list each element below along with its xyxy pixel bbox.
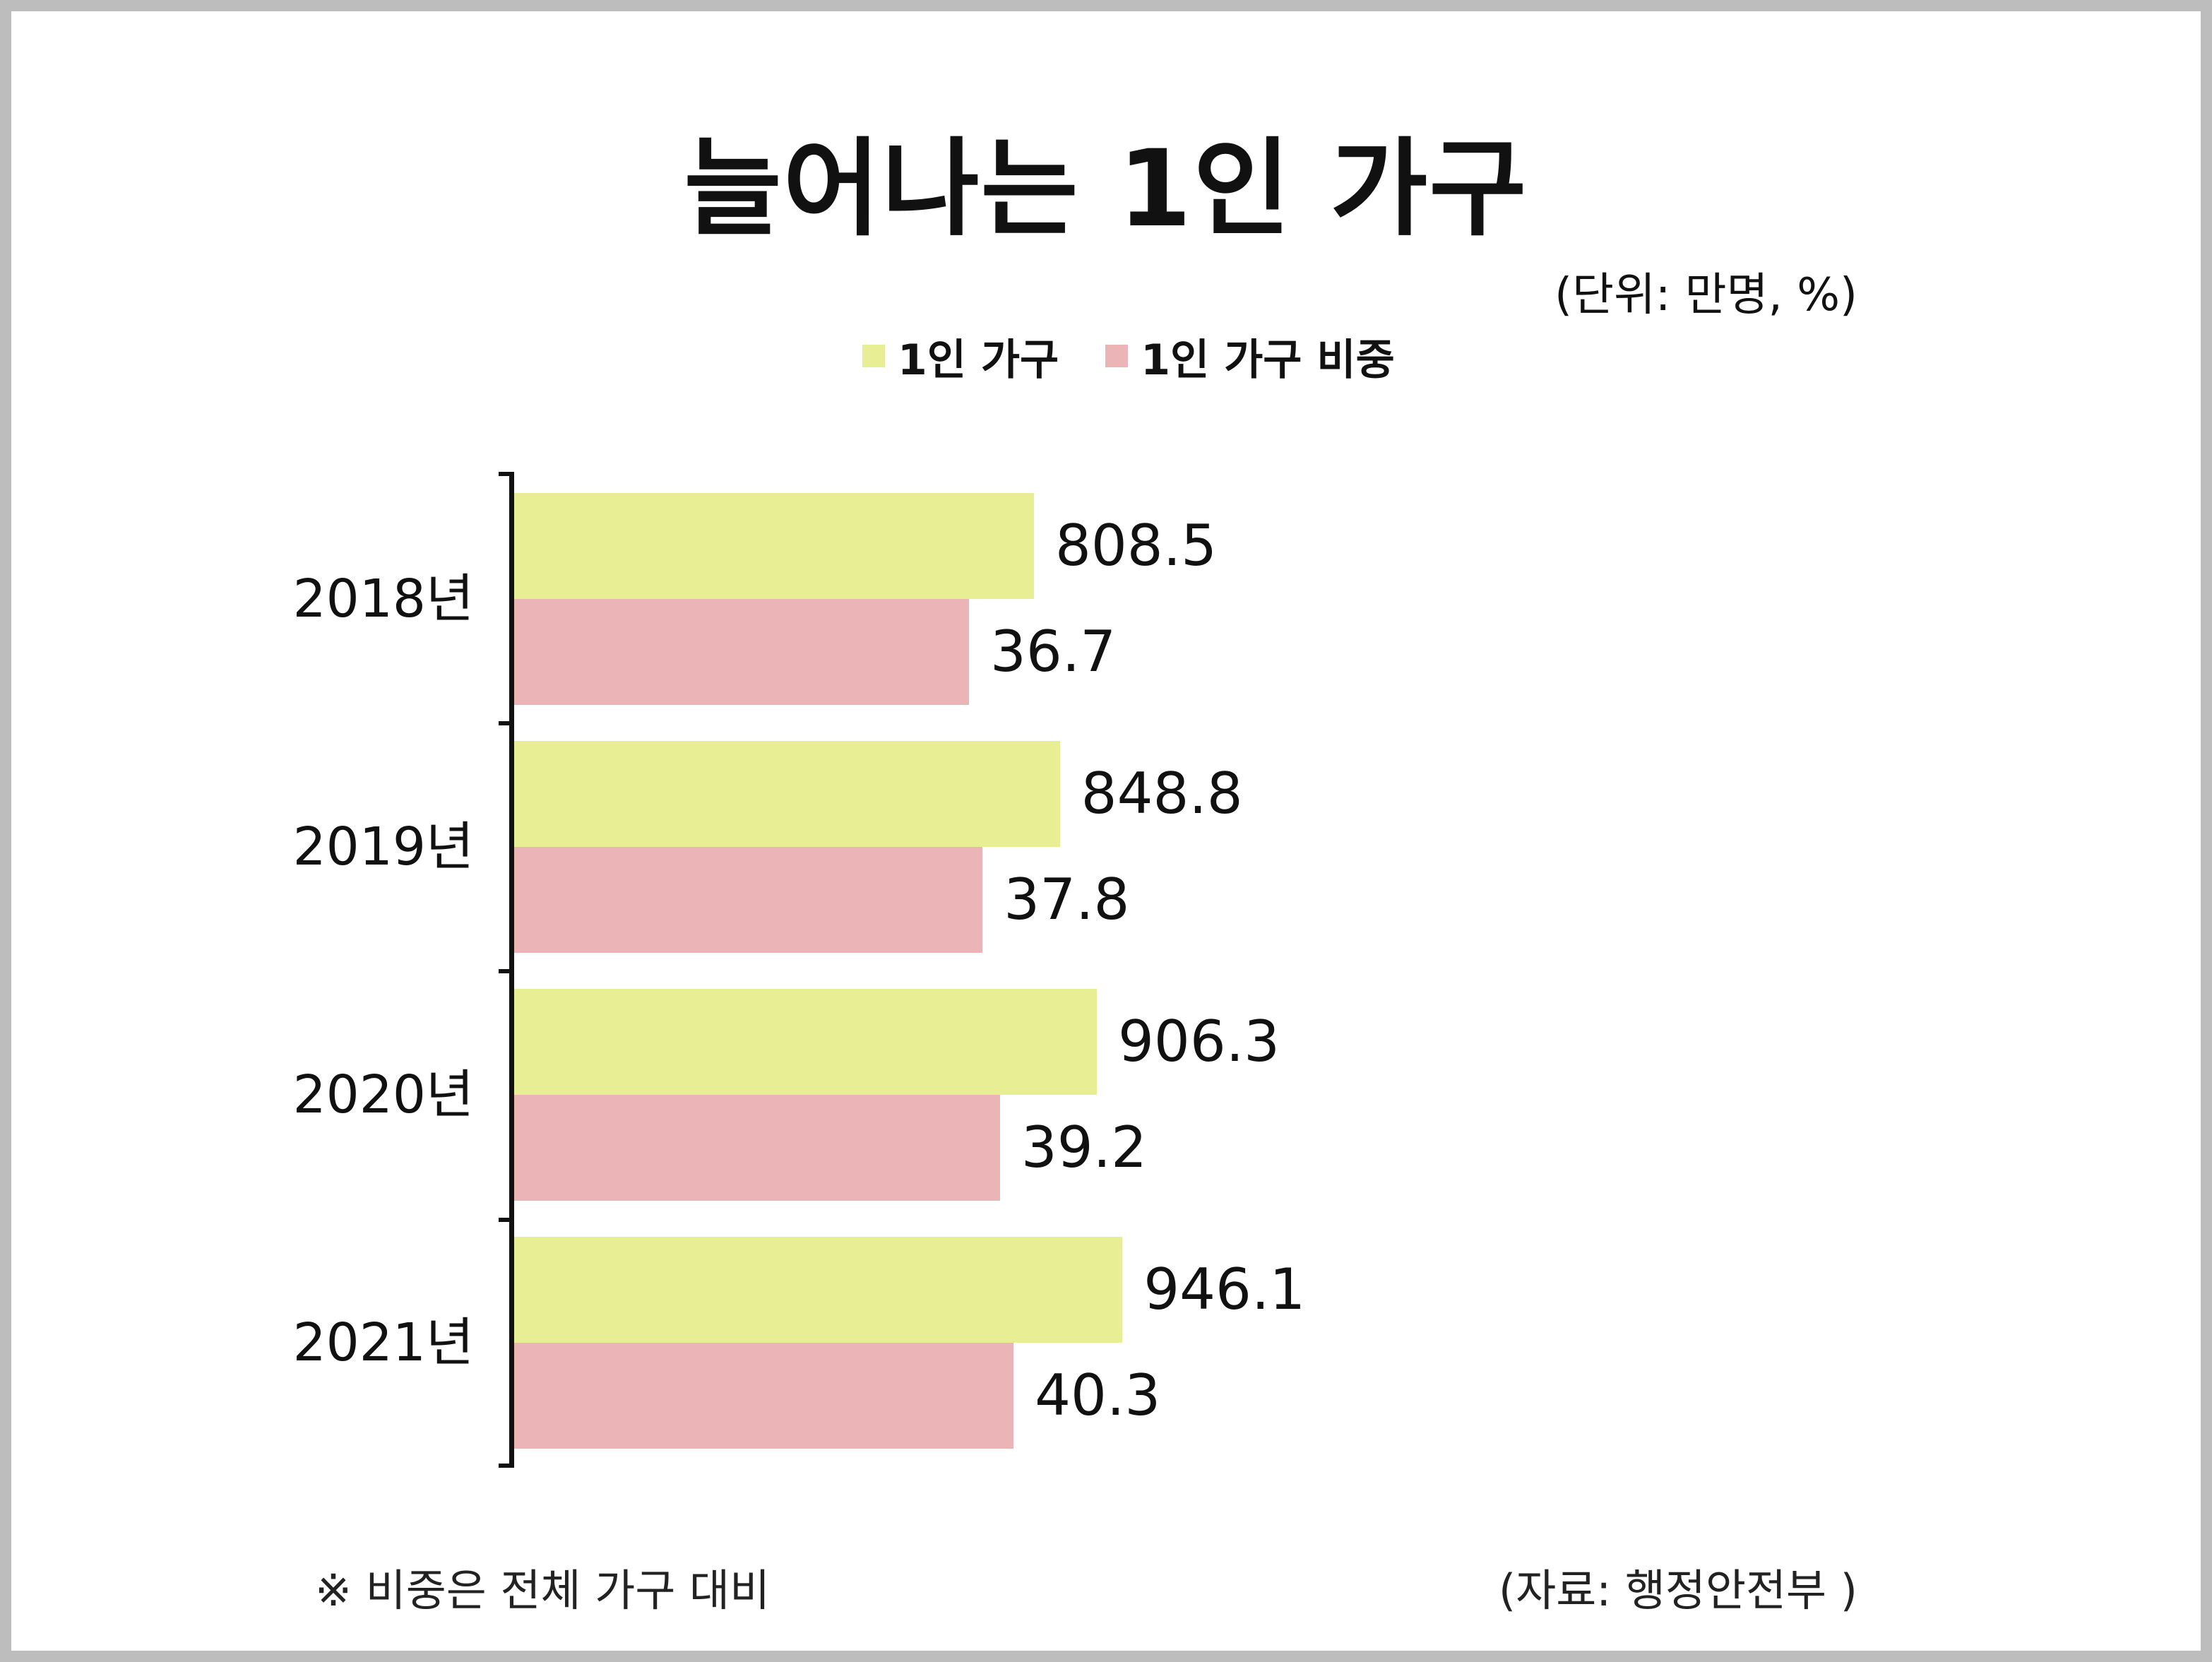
y-axis-tick <box>499 1218 514 1222</box>
bar-share <box>514 847 983 953</box>
data-label-share: 39.2 <box>1021 1115 1147 1180</box>
legend-label-households: 1인 가구 <box>898 335 1059 385</box>
category-label: 2020년 <box>292 1064 474 1125</box>
legend-item-households: 1인 가구 <box>862 326 1059 387</box>
category-label: 2019년 <box>292 817 474 877</box>
data-label-share: 40.3 <box>1035 1363 1161 1428</box>
chart-title: 늘어나는 1인 가구 <box>684 128 1528 251</box>
y-axis-tick <box>499 969 514 973</box>
bar-households <box>514 989 1098 1095</box>
bar-households <box>514 741 1060 847</box>
legend: 1인 가구 1인 가구 비중 <box>862 326 1441 387</box>
y-axis-tick <box>499 472 514 476</box>
category-label: 2021년 <box>292 1312 474 1373</box>
bar-households <box>514 1237 1123 1343</box>
data-label-households: 808.5 <box>1055 513 1218 578</box>
data-label-households: 906.3 <box>1118 1009 1280 1074</box>
category-label: 2018년 <box>292 569 474 629</box>
bar-share <box>514 1343 1014 1449</box>
y-axis-tick <box>499 1464 514 1468</box>
source-note: (자료: 행정안전부 ) <box>1499 1565 1857 1616</box>
data-label-households: 848.8 <box>1081 761 1243 826</box>
legend-swatch-share <box>1105 345 1129 367</box>
bar-share <box>514 599 969 705</box>
legend-label-share: 1인 가구 비중 <box>1141 335 1395 385</box>
bar-households <box>514 493 1034 599</box>
y-axis-tick <box>499 721 514 725</box>
legend-swatch-households <box>862 345 885 367</box>
footnote: ※ 비중은 전체 가구 대비 <box>315 1565 771 1616</box>
legend-item-share: 1인 가구 비중 <box>1105 326 1395 387</box>
bar-share <box>514 1095 1000 1201</box>
data-label-share: 37.8 <box>1004 867 1130 932</box>
data-label-share: 36.7 <box>990 619 1117 684</box>
unit-note: (단위: 만명, %) <box>1554 269 1857 321</box>
data-label-households: 946.1 <box>1143 1257 1306 1322</box>
